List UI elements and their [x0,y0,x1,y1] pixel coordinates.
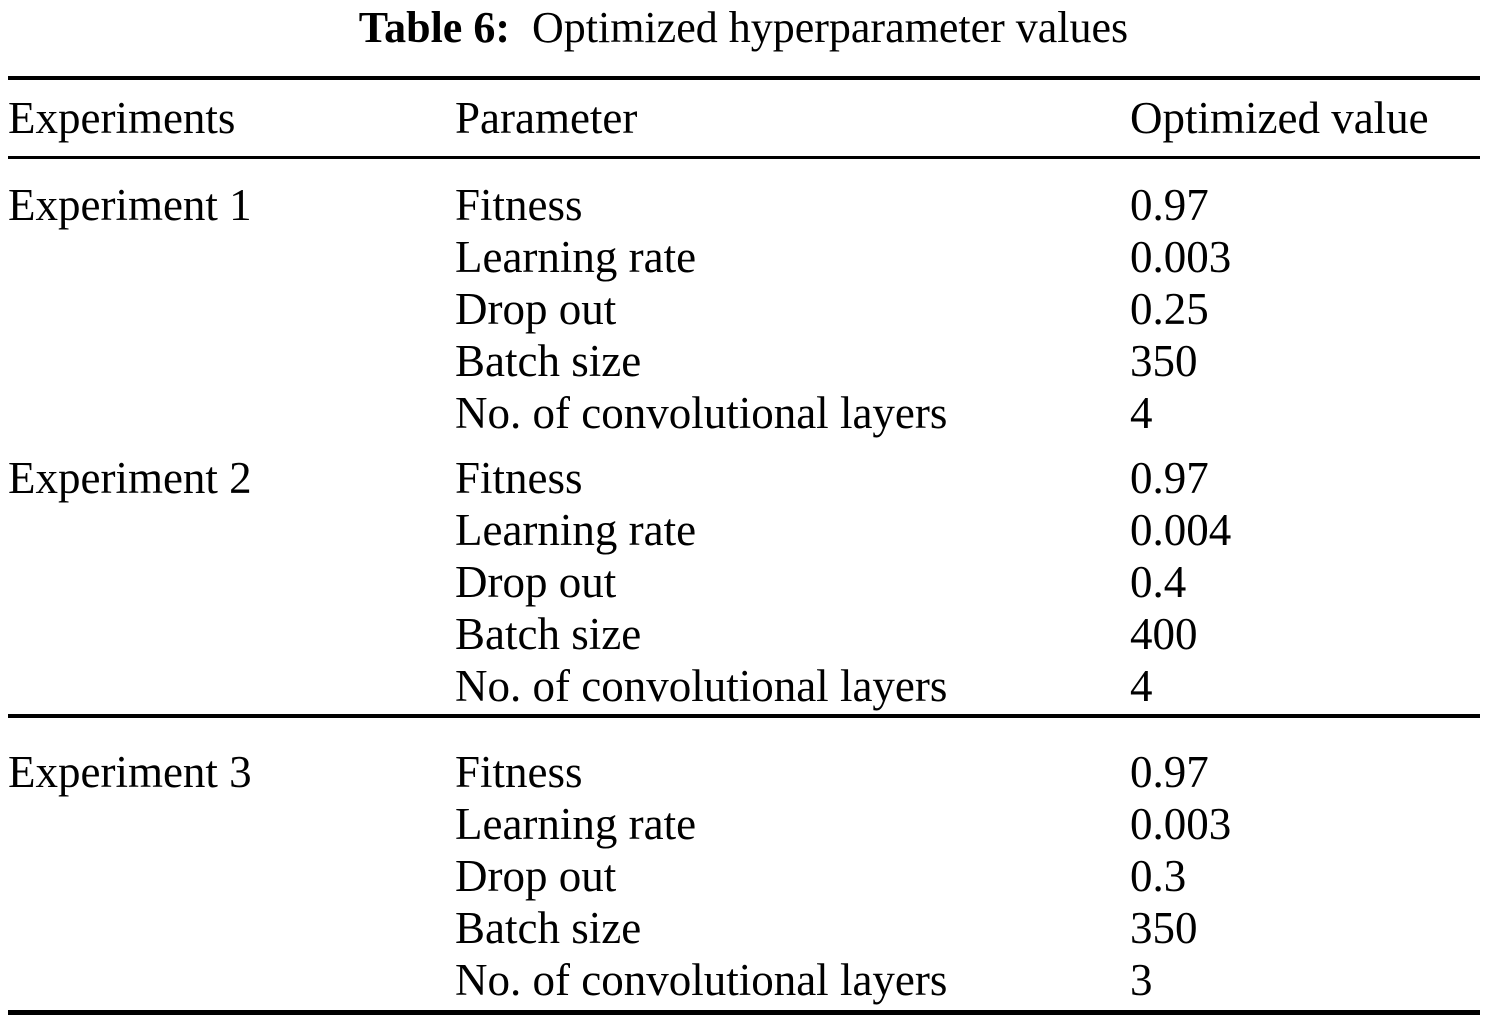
table-row: No. of convolutional layers 3 [8,954,1480,1013]
column-header-experiments: Experiments [8,93,236,143]
table-row: Experiment 1 Fitness 0.97 [8,158,1480,232]
experiment-cell [8,387,455,439]
parameter-cell: Fitness [455,180,583,230]
column-header-parameter: Parameter [455,93,638,143]
experiment-cell: Experiment 2 [8,453,252,503]
experiment-cell [8,608,455,660]
experiment-2-group: Experiment 2 Fitness 0.97 Learning rate … [8,439,1480,716]
table-row: Batch size 350 [8,902,1480,954]
experiment-1-group: Experiment 1 Fitness 0.97 Learning rate … [8,158,1480,440]
table-row: Batch size 400 [8,608,1480,660]
header-row: Experiments Parameter Optimized value [8,78,1480,158]
value-cell: 4 [1130,388,1153,438]
table-row: Drop out 0.3 [8,850,1480,902]
value-cell: 350 [1130,336,1198,386]
parameter-cell: Fitness [455,453,583,503]
experiment-cell [8,954,455,1013]
table-row: Learning rate 0.004 [8,504,1480,556]
value-cell: 0.25 [1130,284,1209,334]
value-cell: 350 [1130,903,1198,953]
parameter-cell: Drop out [455,284,617,334]
experiment-cell [8,798,455,850]
table-caption: Table 6: Optimized hyperparameter values [0,0,1487,55]
value-cell: 0.97 [1130,453,1209,503]
value-cell: 0.3 [1130,851,1187,901]
table-header: Experiments Parameter Optimized value [8,78,1480,158]
table-caption-title: Optimized hyperparameter values [531,3,1129,52]
value-cell: 0.97 [1130,180,1209,230]
parameter-cell: Learning rate [455,799,697,849]
parameter-cell: Learning rate [455,505,697,555]
parameter-cell: Drop out [455,557,617,607]
parameter-cell: Drop out [455,851,617,901]
parameter-cell: Batch size [455,609,642,659]
value-cell: 0.003 [1130,232,1232,282]
value-cell: 0.4 [1130,557,1187,607]
experiment-cell: Experiment 3 [8,747,252,797]
parameter-cell: No. of convolutional layers [455,388,948,438]
value-cell: 3 [1130,955,1153,1005]
caption-spacer [510,3,532,52]
table-row: Experiment 2 Fitness 0.97 [8,439,1480,504]
experiment-3-group: Experiment 3 Fitness 0.97 Learning rate … [8,716,1480,1013]
value-cell: 0.004 [1130,505,1232,555]
table-row: Drop out 0.4 [8,556,1480,608]
parameter-cell: Learning rate [455,232,697,282]
experiment-cell [8,283,455,335]
value-cell: 0.97 [1130,747,1209,797]
experiment-cell [8,850,455,902]
table-row: No. of convolutional layers 4 [8,387,1480,439]
experiment-cell [8,660,455,716]
experiment-cell [8,556,455,608]
table-row: Learning rate 0.003 [8,798,1480,850]
table-row: Batch size 350 [8,335,1480,387]
parameter-cell: No. of convolutional layers [455,955,948,1005]
parameter-cell: Batch size [455,336,642,386]
table-row: Learning rate 0.003 [8,231,1480,283]
table-caption-label: Table 6: [358,3,510,52]
parameter-cell: Fitness [455,747,583,797]
value-cell: 0.003 [1130,799,1232,849]
experiment-cell [8,231,455,283]
table-row: Experiment 3 Fitness 0.97 [8,716,1480,798]
table-row: Drop out 0.25 [8,283,1480,335]
experiment-cell: Experiment 1 [8,180,252,230]
value-cell: 400 [1130,609,1198,659]
parameter-cell: No. of convolutional layers [455,661,948,711]
hyperparameter-table: Experiments Parameter Optimized value Ex… [8,76,1480,1015]
experiment-cell [8,335,455,387]
value-cell: 4 [1130,661,1153,711]
experiment-cell [8,504,455,556]
table-row: No. of convolutional layers 4 [8,660,1480,716]
column-header-optimized-value: Optimized value [1130,93,1429,143]
parameter-cell: Batch size [455,903,642,953]
experiment-cell [8,902,455,954]
